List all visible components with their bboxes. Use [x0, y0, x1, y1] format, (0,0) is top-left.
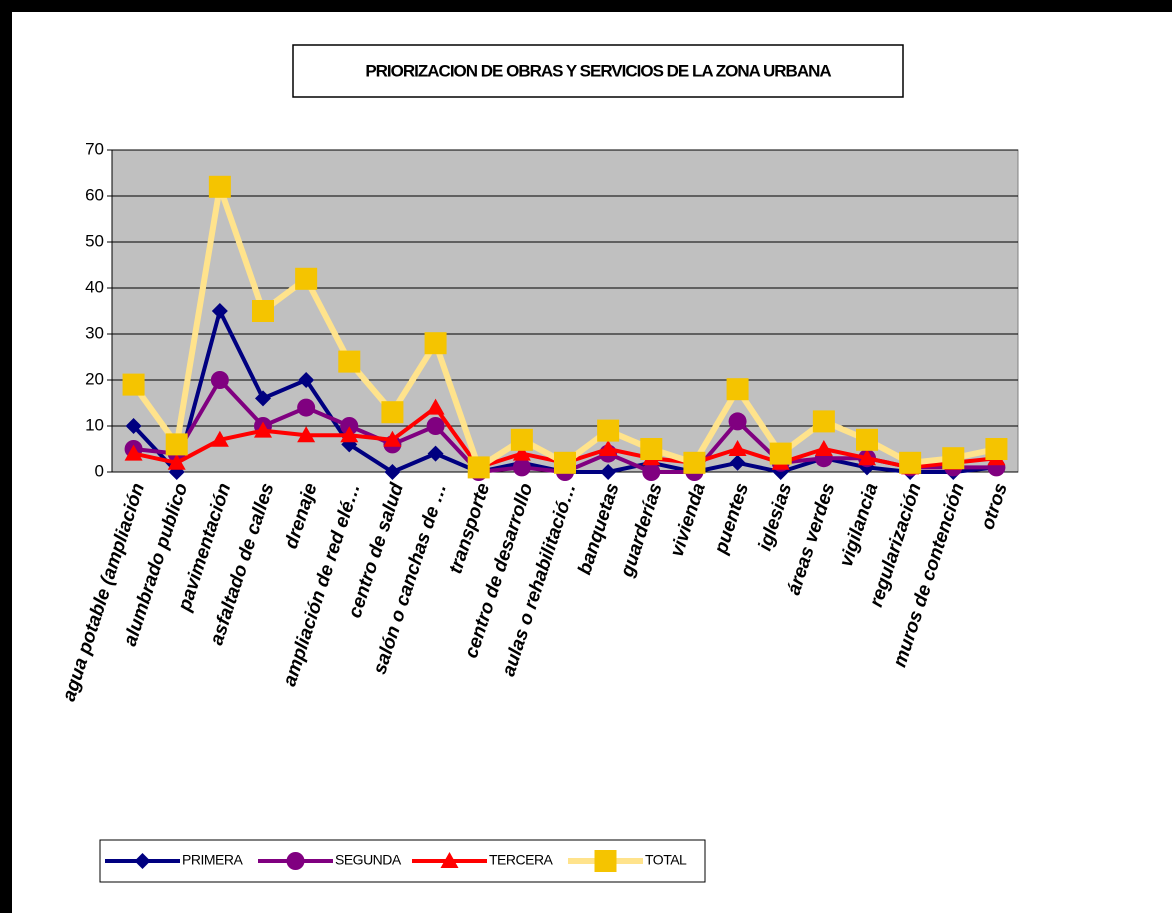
data-point [165, 433, 188, 456]
y-tick-label: 20 [85, 369, 104, 388]
data-point [255, 390, 271, 407]
chart-title: PRIORIZACION DE OBRAS Y SERVICIOS DE LA … [365, 61, 831, 80]
data-point [642, 463, 661, 481]
data-point [338, 350, 361, 373]
y-tick-label: 0 [95, 461, 104, 480]
data-point [599, 440, 618, 456]
data-point [640, 438, 663, 460]
data-point [381, 401, 404, 424]
data-point [383, 430, 402, 447]
data-point [210, 371, 229, 389]
data-point [858, 449, 876, 466]
data-point [726, 378, 749, 401]
data-point [426, 417, 445, 435]
data-point [600, 464, 617, 480]
data-point [297, 398, 316, 417]
legend-label: TOTAL [645, 852, 687, 868]
data-point [597, 419, 620, 442]
y-tick-label: 50 [85, 231, 104, 250]
title-box [292, 44, 904, 98]
data-point [297, 426, 316, 443]
legend-marker [134, 853, 151, 869]
data-point [728, 440, 747, 456]
data-point [125, 418, 142, 434]
data-point [167, 453, 186, 470]
plot-area [111, 149, 1019, 473]
data-point [899, 451, 922, 474]
y-tick-label: 60 [85, 185, 104, 204]
data-point [427, 445, 444, 462]
y-tick-label: 30 [85, 323, 104, 342]
data-point [295, 267, 318, 290]
legend-label: SEGUNDA [335, 852, 402, 868]
y-tick-label: 40 [85, 277, 104, 296]
frame-top [0, 0, 1172, 12]
data-point [554, 451, 576, 474]
legend-marker [286, 852, 305, 870]
data-point [985, 438, 1008, 460]
data-point [814, 440, 833, 456]
data-point [512, 458, 531, 477]
data-point [769, 442, 792, 465]
data-point [856, 428, 878, 451]
data-point [728, 412, 747, 431]
data-point [683, 451, 706, 474]
data-point [252, 300, 274, 322]
data-point [424, 332, 447, 355]
data-point [340, 417, 359, 435]
legend-label: TERCERA [489, 852, 554, 868]
data-point [124, 444, 143, 461]
data-point [942, 447, 965, 470]
data-point [211, 303, 228, 319]
data-point [512, 444, 531, 461]
data-point [122, 373, 145, 396]
data-point [812, 410, 835, 433]
data-point [426, 398, 445, 415]
data-point [729, 454, 746, 471]
data-point [510, 428, 533, 451]
data-point [384, 464, 401, 480]
y-tick-label: 10 [85, 415, 104, 434]
data-point [208, 175, 231, 198]
data-point [210, 430, 229, 447]
frame-left [0, 0, 12, 913]
legend-label: PRIMERA [182, 852, 243, 868]
y-tick-label: 70 [85, 139, 104, 158]
legend-marker [594, 850, 617, 872]
data-point [340, 426, 359, 443]
data-point [467, 456, 490, 479]
legend-marker [440, 852, 459, 868]
data-point [298, 372, 315, 388]
data-point [254, 421, 272, 438]
